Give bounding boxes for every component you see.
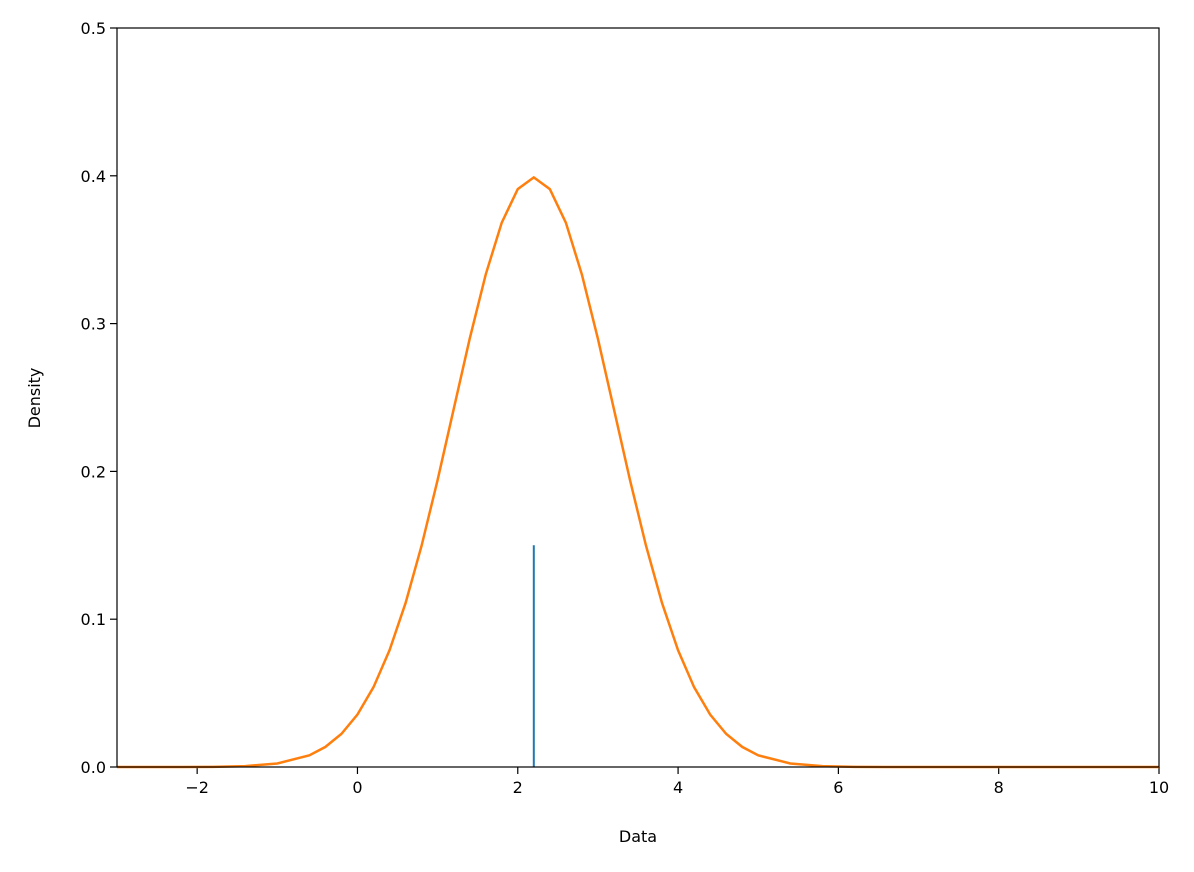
y-tick-label: 0.3 xyxy=(81,315,106,334)
y-tick-label: 0.2 xyxy=(81,462,106,481)
y-tick-label: 0.4 xyxy=(81,167,106,186)
x-tick-label: 2 xyxy=(513,778,523,797)
x-tick-label: −2 xyxy=(185,778,209,797)
x-tick-label: 0 xyxy=(352,778,362,797)
density-line xyxy=(117,175,1159,769)
y-axis-label: Density xyxy=(25,368,44,429)
x-tick-label: 8 xyxy=(994,778,1004,797)
plot-frame xyxy=(116,27,1160,768)
y-tick-label: 0.5 xyxy=(81,19,106,38)
x-tick-label: 10 xyxy=(1149,778,1169,797)
y-tick-label: 0.1 xyxy=(81,610,106,629)
x-axis-label: Data xyxy=(619,827,657,846)
x-tick-label: 6 xyxy=(833,778,843,797)
x-tick-label: 4 xyxy=(673,778,683,797)
y-tick-label: 0.0 xyxy=(81,758,106,777)
